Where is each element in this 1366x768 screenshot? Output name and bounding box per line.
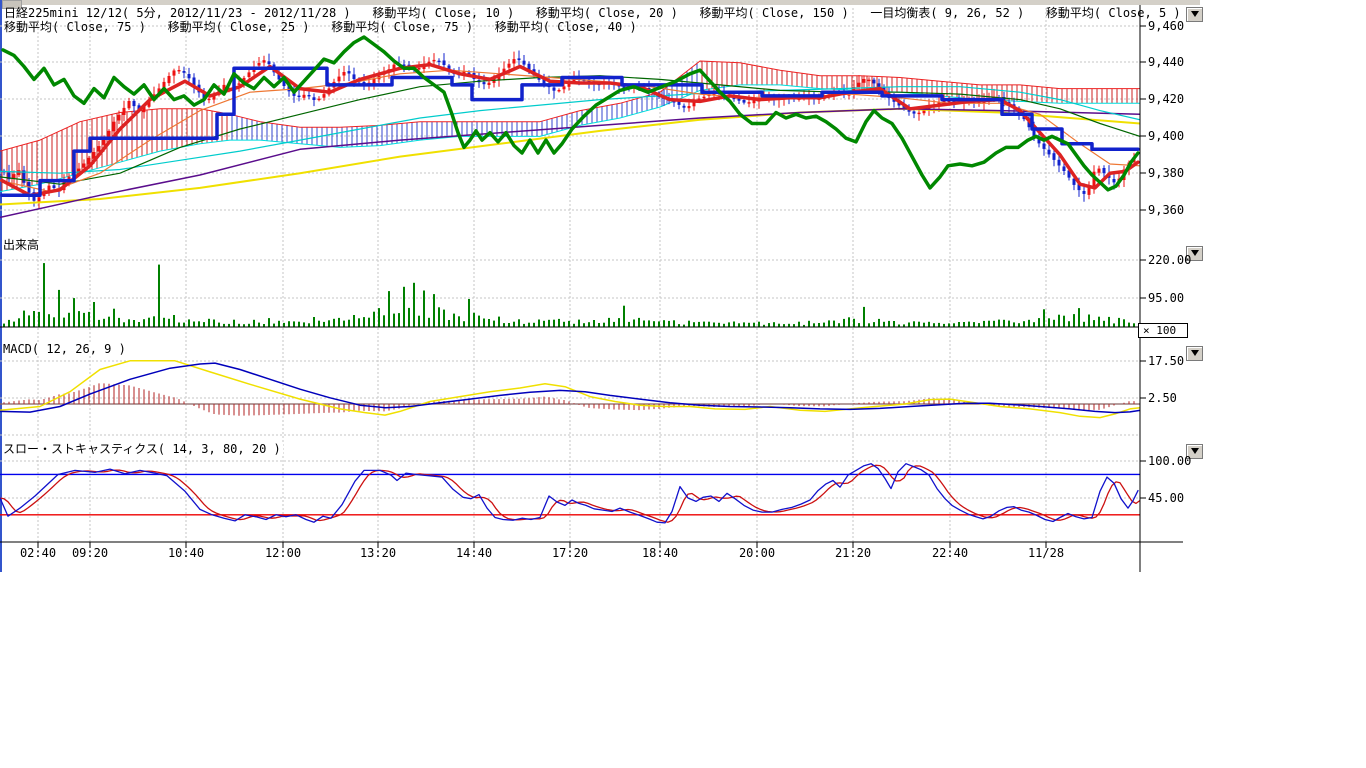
stochastics-panel — [0, 463, 1140, 524]
x-axis-tick-label: 21:20 — [834, 546, 872, 560]
y-axis-tick-label: 100.00 — [1148, 454, 1192, 468]
x-axis-tick-label: 17:20 — [551, 546, 589, 560]
toolbar-chip — [2, 0, 22, 9]
macd-panel — [0, 360, 1140, 419]
price-panel — [0, 35, 1140, 219]
x-axis-tick-label: 11/28 — [1027, 546, 1065, 560]
chevron-down-icon — [1190, 448, 1199, 454]
window-left-border — [0, 0, 2, 572]
x-axis-tick-label: 09:20 — [71, 546, 109, 560]
chevron-down-icon — [1190, 350, 1199, 356]
x-axis-tick-label: 22:40 — [931, 546, 969, 560]
chevron-down-icon — [1190, 250, 1199, 256]
x-axis-tick-label: 18:40 — [641, 546, 679, 560]
volume-axis-dropdown-button[interactable] — [1186, 246, 1203, 261]
x-axis-tick-label: 12:00 — [264, 546, 302, 560]
x-axis-tick-label: 13:20 — [359, 546, 397, 560]
y-axis-tick-label: 9,440 — [1148, 55, 1185, 69]
y-axis-tick-label: 2.50 — [1148, 391, 1177, 405]
chart-legend-line-1: 日経225mini 12/12( 5分, 2012/11/23 - 2012/1… — [4, 6, 1181, 20]
x-axis-tick-label: 20:00 — [738, 546, 776, 560]
y-axis-tick-label: 220.00 — [1148, 253, 1192, 267]
y-axis-tick-label: 9,460 — [1148, 19, 1185, 33]
y-axis-tick-label: 9,420 — [1148, 92, 1185, 106]
toolbar-edge-strip — [0, 0, 1200, 9]
axes — [0, 5, 1183, 572]
volume-panel-label: 出来高 — [3, 238, 42, 252]
y-axis-tick-label: 9,360 — [1148, 203, 1185, 217]
x-axis-tick-label: 14:40 — [455, 546, 493, 560]
y-axis-tick-label: 9,400 — [1148, 129, 1185, 143]
macd-axis-dropdown-button[interactable] — [1186, 346, 1203, 361]
y-axis-tick-label: 95.00 — [1148, 291, 1185, 305]
chevron-down-icon — [1190, 11, 1199, 17]
chart-legend-line-2: 移動平均( Close, 75 ) 移動平均( Close, 25 ) 移動平均… — [4, 20, 637, 34]
macd-panel-label: MACD( 12, 26, 9 ) — [3, 342, 128, 356]
x-axis-tick-label: 02:40 — [19, 546, 57, 560]
y-axis-tick-label: 9,380 — [1148, 166, 1185, 180]
chart-canvas[interactable] — [0, 0, 1206, 578]
y-axis-tick-label: 17.50 — [1148, 354, 1185, 368]
volume-panel — [3, 263, 1135, 327]
price-axis-dropdown-button[interactable] — [1186, 7, 1203, 22]
stochastics-panel-label: スロー・ストキャスティクス( 14, 3, 80, 20 ) — [3, 442, 283, 456]
stoch-axis-dropdown-button[interactable] — [1186, 444, 1203, 459]
volume-multiplier-badge: × 100 — [1138, 323, 1188, 338]
x-axis-tick-label: 10:40 — [167, 546, 205, 560]
y-axis-tick-label: 45.00 — [1148, 491, 1185, 505]
